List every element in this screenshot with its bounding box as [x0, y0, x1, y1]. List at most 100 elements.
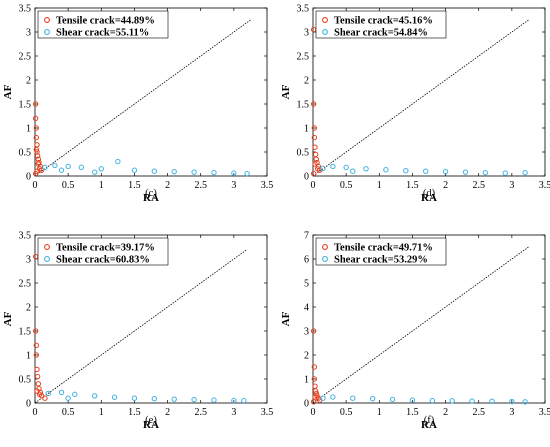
data-point	[313, 156, 320, 162]
y-tick-label: 2	[304, 76, 309, 87]
x-tick-label: 1.5	[406, 180, 419, 191]
y-tick-label: 2.5	[19, 279, 32, 290]
data-point	[311, 364, 318, 370]
legend-label: Tensile crack=39.17%	[56, 243, 155, 254]
panel-caption: (d)	[423, 188, 436, 199]
panel-caption: (c)	[145, 188, 157, 199]
data-point	[522, 169, 528, 176]
series-0-points	[310, 328, 323, 405]
data-point	[42, 395, 48, 401]
divider-line	[34, 19, 251, 177]
data-point	[45, 390, 51, 397]
data-point	[91, 393, 98, 399]
x-tick-label: 3	[231, 407, 236, 418]
legend-marker	[44, 244, 50, 250]
y-tick-label: 2	[304, 351, 309, 362]
data-point	[350, 395, 356, 401]
legend-label: Shear crack=55.11%	[56, 28, 149, 39]
data-point	[34, 366, 40, 373]
data-point	[241, 397, 247, 404]
legend-marker	[44, 256, 50, 262]
x-tick-label: 3.5	[261, 407, 274, 418]
data-point	[36, 391, 43, 398]
data-point	[32, 115, 39, 122]
data-point	[33, 134, 40, 141]
data-point	[509, 398, 515, 405]
data-point	[312, 144, 318, 150]
data-point	[151, 395, 158, 402]
legend-marker	[44, 29, 50, 35]
y-tick-label: 3.5	[19, 231, 32, 242]
y-tick-label: 0	[26, 172, 31, 183]
y-tick-label: 4	[304, 303, 309, 314]
data-point	[312, 161, 318, 167]
data-point	[311, 376, 318, 382]
data-point	[502, 170, 508, 176]
y-tick-label: 3	[26, 255, 31, 266]
chart-panel-1: 0 0.5 1 1.5 2 2.5 3 3.5 0 0.5 1 1.5 2 2.5 3 3.5 RA AF Tens…	[280, 4, 550, 205]
legend-box	[37, 10, 169, 39]
data-point	[311, 125, 318, 131]
data-point	[34, 373, 41, 380]
y-tick-label: 5	[304, 279, 309, 290]
data-point	[72, 391, 78, 398]
legend-marker	[322, 256, 328, 262]
data-point	[311, 134, 318, 141]
legend-label: Tensile crack=45.16%	[334, 16, 433, 27]
x-tick-label: 3.5	[539, 407, 550, 418]
data-point	[330, 394, 336, 400]
data-point	[244, 170, 250, 177]
data-point	[403, 168, 409, 174]
y-tick-label: 6	[304, 255, 309, 266]
y-tick-label: 1	[26, 351, 31, 362]
x-tick-label: 1	[377, 180, 382, 191]
data-point	[98, 166, 104, 172]
data-point	[469, 398, 475, 404]
series-1-points	[320, 394, 528, 405]
y-tick-label: 2.5	[19, 52, 32, 63]
x-tick-label: 0.5	[340, 180, 353, 191]
data-point	[33, 352, 40, 358]
y-tick-label: 1.5	[19, 327, 32, 338]
data-point	[131, 167, 138, 173]
divider-line	[312, 19, 529, 177]
x-tick-label: 1	[377, 407, 382, 418]
series-1-points	[42, 158, 250, 177]
legend-marker	[44, 17, 50, 23]
data-point	[320, 165, 326, 172]
y-tick-label: 3	[304, 327, 309, 338]
y-tick-label: 2.5	[297, 52, 310, 63]
x-tick-label: 1.5	[128, 407, 141, 418]
y-tick-label: 2	[26, 303, 31, 314]
data-point	[33, 146, 40, 153]
data-point	[312, 388, 319, 394]
data-point	[191, 169, 197, 175]
legend-label: Tensile crack=44.89%	[56, 16, 155, 27]
data-point	[171, 168, 177, 175]
y-tick-label: 1	[304, 375, 309, 386]
x-tick-label: 2	[443, 180, 448, 191]
data-point	[422, 168, 429, 174]
legend-marker	[322, 17, 328, 23]
data-point	[211, 397, 217, 403]
x-tick-label: 0.5	[62, 180, 75, 191]
data-point	[310, 170, 317, 177]
data-point	[482, 169, 489, 176]
data-point	[58, 167, 65, 173]
y-tick-label: 1.5	[19, 100, 32, 111]
series-0-points	[32, 101, 45, 177]
y-tick-label: 0.5	[19, 148, 32, 159]
data-point	[522, 399, 528, 405]
legend: Tensile crack=45.16%Shear crack=54.84%	[315, 10, 447, 39]
x-tick-label: 2.5	[194, 180, 207, 191]
x-tick-label: 3	[509, 180, 514, 191]
y-axis-title: AF	[2, 84, 14, 99]
y-tick-label: 0	[304, 172, 309, 183]
data-point	[314, 166, 321, 172]
data-point	[211, 169, 217, 176]
y-tick-label: 2	[26, 76, 31, 87]
y-tick-label: 3.5	[297, 4, 310, 15]
x-axis-title: RA	[143, 192, 159, 204]
series-1-points	[320, 163, 528, 176]
x-tick-label: 3	[231, 180, 236, 191]
